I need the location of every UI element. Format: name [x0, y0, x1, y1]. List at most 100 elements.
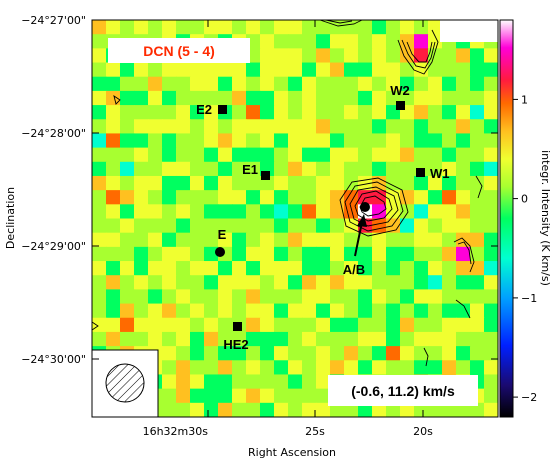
- map-pixel: [148, 90, 163, 106]
- map-pixel: [386, 62, 401, 78]
- map-pixel: [316, 388, 331, 404]
- map-pixel: [204, 90, 219, 106]
- map-pixel: [428, 62, 443, 78]
- map-pixel: [330, 317, 345, 333]
- map-pixel: [260, 62, 275, 78]
- map-pixel: [218, 388, 233, 404]
- map-pixel: [92, 190, 107, 205]
- map-pixel: [372, 261, 387, 276]
- x-axis-label: Right Ascension: [248, 446, 336, 459]
- map-pixel: [246, 346, 261, 361]
- map-pixel: [288, 303, 303, 319]
- map-pixel: [162, 275, 177, 290]
- map-pixel: [92, 204, 107, 220]
- map-pixel: [316, 261, 331, 276]
- map-pixel: [484, 190, 498, 205]
- map-pixel: [372, 76, 387, 92]
- map-pixel: [204, 275, 219, 290]
- map-pixel: [162, 90, 177, 106]
- map-pixel: [120, 90, 135, 106]
- map-pixel: [246, 374, 261, 390]
- map-pixel: [330, 218, 345, 234]
- map-pixel: [232, 190, 247, 205]
- map-pixel: [120, 204, 135, 220]
- map-pixel: [316, 289, 331, 305]
- map-pixel: [106, 232, 121, 248]
- map-pixel: [92, 317, 107, 333]
- map-pixel: [484, 289, 498, 305]
- map-pixel: [386, 204, 401, 220]
- map-pixel: [190, 76, 205, 92]
- map-pixel: [274, 317, 289, 333]
- map-pixel: [190, 147, 205, 163]
- map-pixel: [162, 289, 177, 305]
- map-pixel: [106, 119, 121, 135]
- map-pixel: [106, 218, 121, 234]
- map-pixel: [330, 232, 345, 248]
- map-pixel: [400, 133, 415, 149]
- map-pixel: [414, 175, 429, 191]
- map-pixel: [400, 303, 415, 319]
- map-pixel: [372, 48, 387, 64]
- map-pixel: [428, 161, 443, 177]
- map-pixel: [232, 374, 247, 390]
- source-marker-w1: [416, 168, 425, 177]
- map-pixel: [190, 346, 205, 361]
- map-pixel: [344, 360, 359, 376]
- map-pixel: [442, 232, 457, 248]
- map-pixel: [204, 232, 219, 248]
- map-pixel: [428, 275, 443, 290]
- map-pixel: [400, 76, 415, 92]
- map-pixel: [386, 303, 401, 319]
- map-pixel: [288, 289, 303, 305]
- map-pixel: [260, 48, 275, 64]
- map-pixel: [204, 20, 219, 35]
- map-pixel: [414, 331, 429, 347]
- map-pixel: [344, 34, 359, 49]
- map-pixel: [148, 317, 163, 333]
- map-pixel: [330, 204, 345, 220]
- map-pixel: [190, 119, 205, 135]
- map-pixel: [92, 261, 107, 276]
- map-pixel: [442, 331, 457, 347]
- map-pixel: [106, 76, 121, 92]
- map-pixel: [330, 105, 345, 120]
- map-pixel: [316, 374, 331, 390]
- map-pixel: [386, 190, 401, 205]
- map-pixel: [162, 360, 177, 376]
- source-label-he2: HE2: [223, 337, 248, 352]
- map-pixel: [162, 346, 177, 361]
- map-pixel: [148, 76, 163, 92]
- map-pixel: [274, 190, 289, 205]
- map-pixel: [442, 246, 457, 262]
- map-pixel: [190, 360, 205, 376]
- map-pixel: [134, 90, 149, 106]
- map-pixel: [232, 303, 247, 319]
- map-pixel: [120, 331, 135, 347]
- source-marker-w2: [396, 101, 405, 110]
- map-pixel: [442, 317, 457, 333]
- map-pixel: [274, 303, 289, 319]
- map-pixel: [302, 105, 317, 120]
- map-pixel: [92, 147, 107, 163]
- map-pixel: [456, 402, 471, 417]
- map-pixel: [190, 331, 205, 347]
- map-pixel: [232, 402, 247, 417]
- map-pixel: [330, 246, 345, 262]
- map-pixel: [274, 246, 289, 262]
- map-pixel: [386, 161, 401, 177]
- map-pixel: [386, 261, 401, 276]
- map-pixel: [428, 303, 443, 319]
- map-pixel: [386, 34, 401, 49]
- map-pixel: [302, 388, 317, 404]
- map-pixel: [442, 261, 457, 276]
- map-pixel: [316, 105, 331, 120]
- map-pixel: [484, 105, 498, 120]
- map-pixel: [456, 331, 471, 347]
- map-pixel: [400, 147, 415, 163]
- map-pixel: [134, 303, 149, 319]
- map-pixel: [470, 48, 485, 64]
- map-pixel: [92, 133, 107, 149]
- map-pixel: [330, 190, 345, 205]
